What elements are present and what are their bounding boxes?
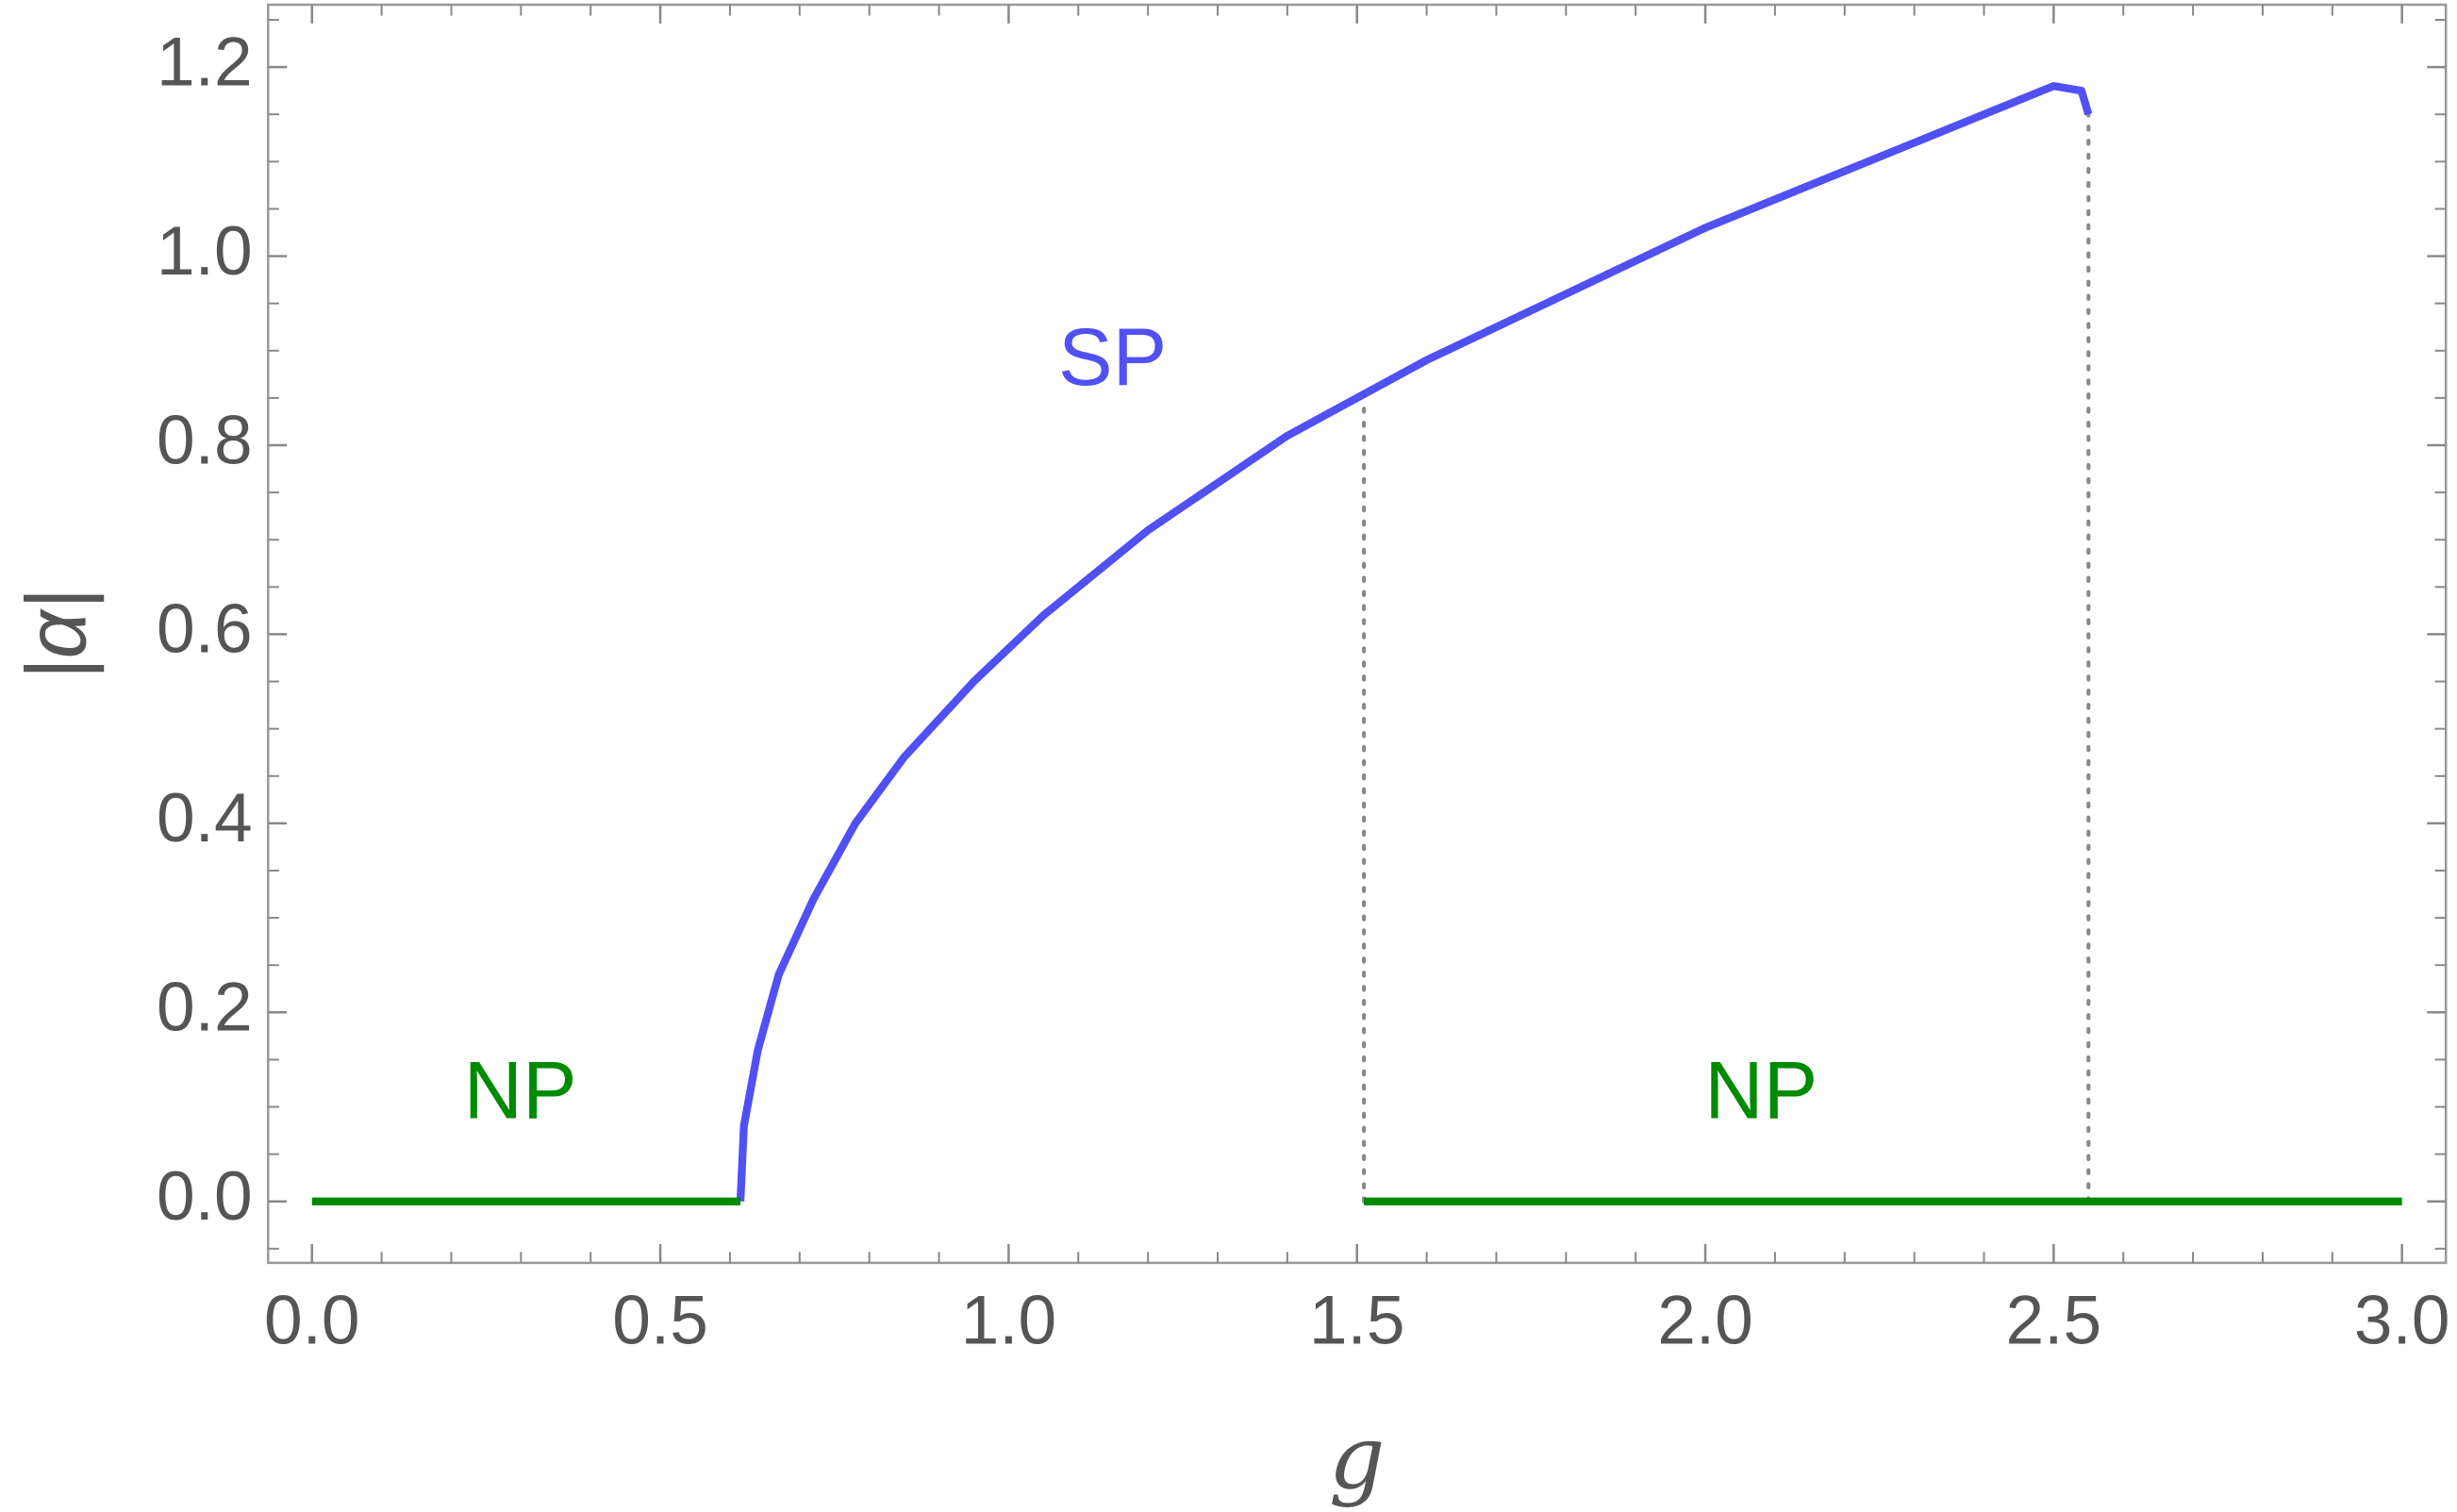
x-tick-label: 1.5 xyxy=(1309,1283,1405,1359)
y-tick-label: 0.4 xyxy=(157,780,253,856)
x-tick-label: 2.5 xyxy=(2006,1283,2102,1359)
x-tick-label: 0.5 xyxy=(612,1283,708,1359)
phase-annotation: SP xyxy=(1058,312,1167,403)
x-tick-label: 2.0 xyxy=(1657,1283,1753,1359)
x-tick-label: 1.0 xyxy=(961,1283,1057,1359)
y-tick-label: 0.8 xyxy=(157,402,253,478)
plot-frame xyxy=(266,3,2448,1265)
x-axis-label: g xyxy=(1329,1407,1386,1509)
y-tick-label: 0.0 xyxy=(157,1158,253,1235)
y-axis-label: |α| xyxy=(9,589,104,681)
x-tick-label: 0.0 xyxy=(264,1283,360,1359)
y-tick-label: 1.2 xyxy=(157,24,253,100)
y-tick-label: 0.2 xyxy=(157,970,253,1046)
phase-annotation: NP xyxy=(464,1046,577,1137)
y-tick-label: 1.0 xyxy=(157,213,253,290)
series-line xyxy=(736,82,2093,1202)
phase-annotation: NP xyxy=(1704,1046,1818,1137)
x-tick-label: 3.0 xyxy=(2354,1283,2450,1359)
y-tick-label: 0.6 xyxy=(157,591,253,668)
